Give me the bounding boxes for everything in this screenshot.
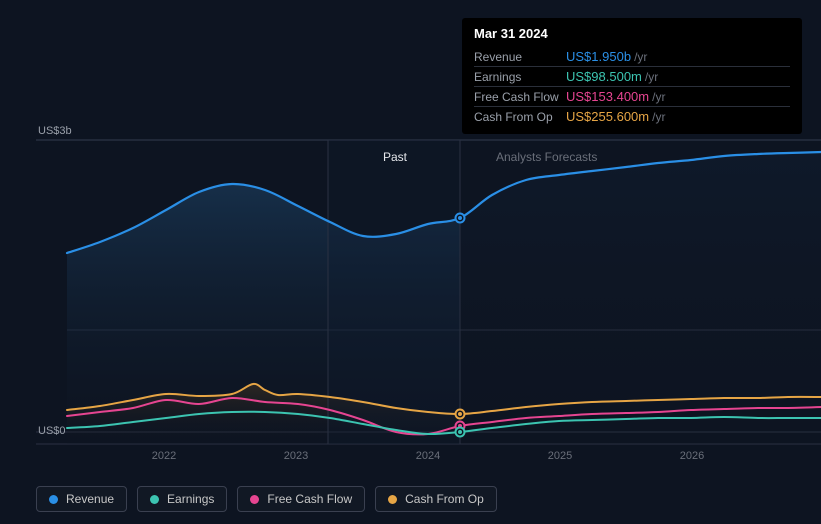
- x-tick: 2026: [680, 450, 704, 462]
- legend-label: Cash From Op: [405, 492, 484, 506]
- past-region-shade: [328, 140, 460, 444]
- legend-label: Free Cash Flow: [267, 492, 352, 506]
- tooltip-unit: /yr: [645, 70, 658, 84]
- tooltip-label: Earnings: [474, 70, 566, 84]
- series-marker-inner: [458, 430, 462, 434]
- y-axis-label-bottom: US$0: [38, 425, 66, 437]
- tooltip-row: RevenueUS$1.950b/yr: [474, 47, 790, 67]
- section-label-past: Past: [383, 150, 407, 164]
- legend-dot: [150, 495, 159, 504]
- legend-item-free-cash-flow[interactable]: Free Cash Flow: [237, 486, 365, 512]
- tooltip-row: Cash From OpUS$255.600m/yr: [474, 107, 790, 126]
- legend-item-revenue[interactable]: Revenue: [36, 486, 127, 512]
- tooltip-label: Cash From Op: [474, 110, 566, 124]
- tooltip-value: US$255.600m: [566, 109, 649, 124]
- tooltip-unit: /yr: [652, 110, 665, 124]
- tooltip-label: Free Cash Flow: [474, 90, 566, 104]
- tooltip-value: US$153.400m: [566, 89, 649, 104]
- legend-dot: [388, 495, 397, 504]
- tooltip: Mar 31 2024 RevenueUS$1.950b/yrEarningsU…: [462, 18, 802, 134]
- chart-container: US$3b US$0 Past Analysts Forecasts 2022 2…: [18, 0, 803, 524]
- legend-label: Revenue: [66, 492, 114, 506]
- tooltip-label: Revenue: [474, 50, 566, 64]
- x-tick: 2025: [548, 450, 572, 462]
- tooltip-rows: RevenueUS$1.950b/yrEarningsUS$98.500m/yr…: [474, 47, 790, 126]
- tooltip-unit: /yr: [634, 50, 647, 64]
- legend-item-cash-from-op[interactable]: Cash From Op: [375, 486, 497, 512]
- x-tick: 2022: [152, 450, 176, 462]
- legend: Revenue Earnings Free Cash Flow Cash From O…: [36, 486, 497, 512]
- tooltip-value: US$1.950b: [566, 49, 631, 64]
- legend-dot: [49, 495, 58, 504]
- tooltip-row: EarningsUS$98.500m/yr: [474, 67, 790, 87]
- x-tick: 2024: [416, 450, 440, 462]
- legend-item-earnings[interactable]: Earnings: [137, 486, 227, 512]
- y-axis-label-top: US$3b: [38, 125, 72, 137]
- tooltip-value: US$98.500m: [566, 69, 642, 84]
- section-label-forecast: Analysts Forecasts: [496, 150, 597, 164]
- tooltip-unit: /yr: [652, 90, 665, 104]
- series-marker-inner: [458, 216, 462, 220]
- legend-label: Earnings: [167, 492, 214, 506]
- series-marker-inner: [458, 412, 462, 416]
- tooltip-row: Free Cash FlowUS$153.400m/yr: [474, 87, 790, 107]
- legend-dot: [250, 495, 259, 504]
- x-tick: 2023: [284, 450, 308, 462]
- tooltip-date: Mar 31 2024: [474, 26, 790, 41]
